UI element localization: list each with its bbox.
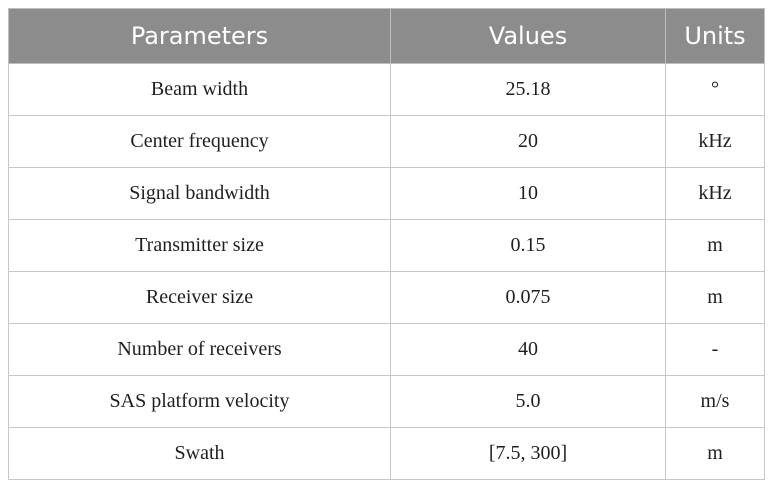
cell-value: 20	[390, 115, 666, 168]
cell-value: 10	[390, 167, 666, 220]
cell-parameter: Number of receivers	[8, 323, 391, 376]
parameters-table-container: Parameters Values Units Beam width 25.18…	[8, 8, 765, 480]
header-values: Values	[390, 8, 666, 64]
cell-parameter: Signal bandwidth	[8, 167, 391, 220]
cell-unit: m	[665, 271, 765, 324]
cell-unit: -	[665, 323, 765, 376]
table-row: Beam width 25.18 °	[8, 63, 765, 116]
cell-unit: m/s	[665, 375, 765, 428]
cell-value: 0.15	[390, 219, 666, 272]
cell-parameter: SAS platform velocity	[8, 375, 391, 428]
table-row: Center frequency 20 kHz	[8, 115, 765, 168]
cell-parameter: Transmitter size	[8, 219, 391, 272]
cell-value: 40	[390, 323, 666, 376]
table-body: Beam width 25.18 ° Center frequency 20 k…	[8, 63, 765, 480]
cell-unit: °	[665, 63, 765, 116]
header-parameters: Parameters	[8, 8, 391, 64]
cell-parameter: Swath	[8, 427, 391, 480]
cell-value: 0.075	[390, 271, 666, 324]
header-row: Parameters Values Units	[8, 8, 765, 64]
parameters-table: Parameters Values Units Beam width 25.18…	[8, 8, 765, 480]
cell-value: 25.18	[390, 63, 666, 116]
cell-unit: kHz	[665, 115, 765, 168]
table-row: Receiver size 0.075 m	[8, 271, 765, 324]
cell-parameter: Center frequency	[8, 115, 391, 168]
cell-unit: kHz	[665, 167, 765, 220]
header-units: Units	[665, 8, 765, 64]
table-row: Number of receivers 40 -	[8, 323, 765, 376]
cell-value: [7.5, 300]	[390, 427, 666, 480]
cell-unit: m	[665, 219, 765, 272]
table-row: Signal bandwidth 10 kHz	[8, 167, 765, 220]
table-row: SAS platform velocity 5.0 m/s	[8, 375, 765, 428]
table-header: Parameters Values Units	[8, 8, 765, 64]
cell-parameter: Receiver size	[8, 271, 391, 324]
cell-unit: m	[665, 427, 765, 480]
table-row: Swath [7.5, 300] m	[8, 427, 765, 480]
table-row: Transmitter size 0.15 m	[8, 219, 765, 272]
cell-parameter: Beam width	[8, 63, 391, 116]
cell-value: 5.0	[390, 375, 666, 428]
